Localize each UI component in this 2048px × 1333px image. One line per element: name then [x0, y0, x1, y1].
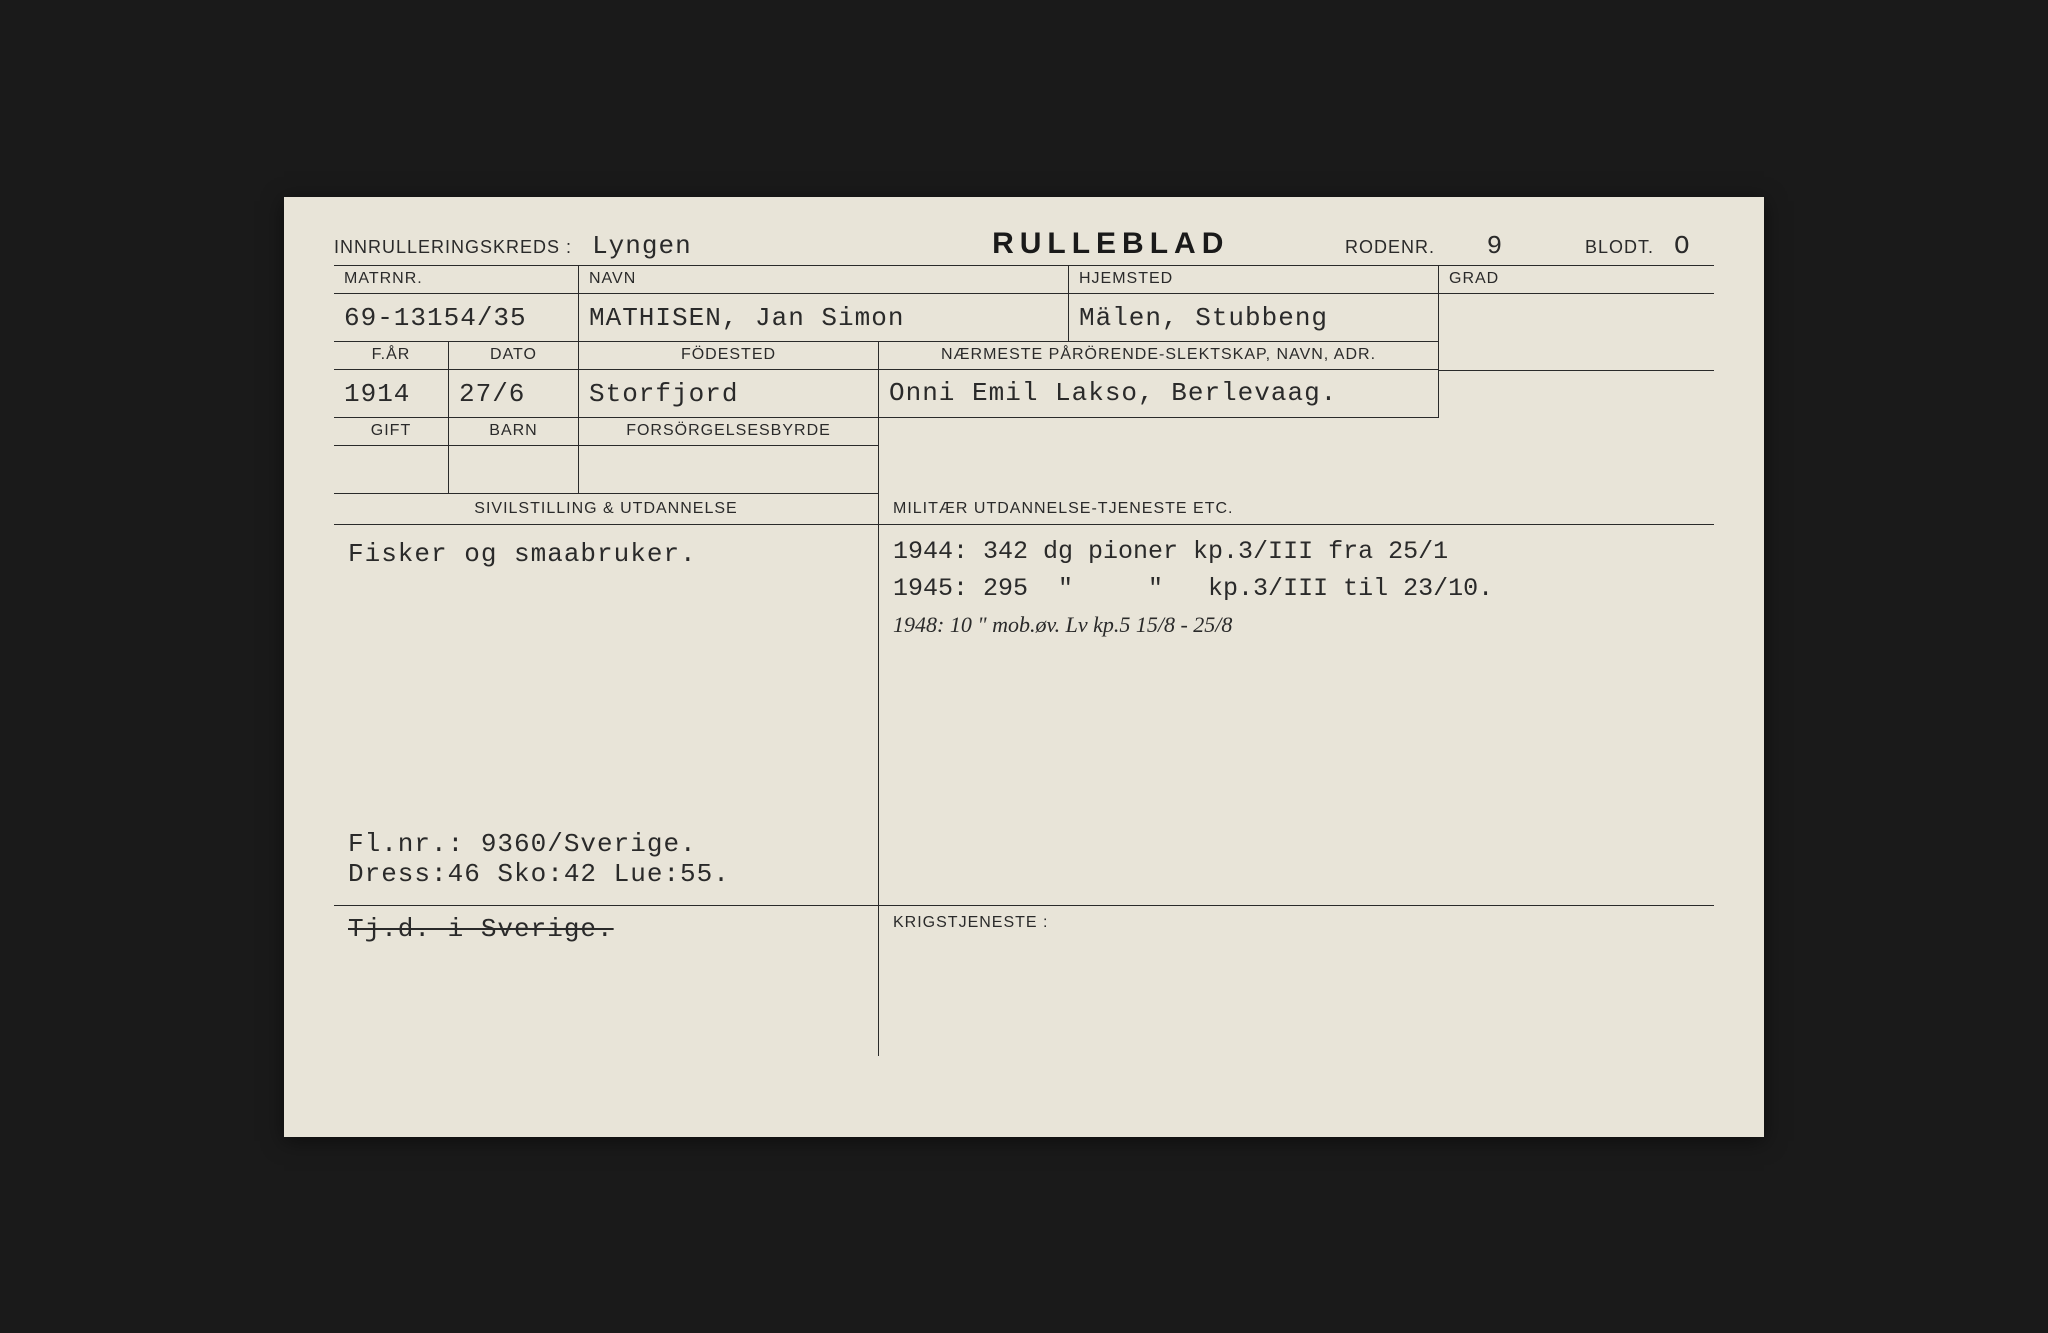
military-line2: 1945: 295 " " kp.3/III til 23/10. [893, 570, 1700, 608]
section-headers: SIVILSTILLING & UTDANNELSE MILITÆR UTDAN… [334, 494, 1714, 525]
hjemsted-label: HJEMSTED [1079, 270, 1173, 287]
hjemsted-value: Mälen, Stubbeng [1079, 303, 1328, 333]
parorende-value: Onni Emil Lakso, Berlevaag. [889, 378, 1337, 408]
krigstjeneste-label: KRIGSTJENESTE : [893, 914, 1048, 931]
innrulleringskreds-label: INNRULLERINGSKREDS : [334, 237, 572, 258]
civil-line2: Fl.nr.: 9360/Sverige. [348, 829, 864, 859]
civil-line1: Fisker og smaabruker. [348, 539, 864, 569]
row-birth: F.ÅR DATO FÖDESTED NÆRMESTE PÅRÖRENDE-SL… [334, 342, 1714, 494]
bottom-row: Tj.d. i Sverige. KRIGSTJENESTE : [334, 906, 1714, 1056]
rodenr-value: 9 [1465, 231, 1525, 261]
barn-label: BARN [489, 422, 537, 439]
military-line1: 1944: 342 dg pioner kp.3/III fra 25/1 [893, 533, 1700, 571]
military-line3: 1948: 10 " mob.øv. Lv kp.5 15/8 - 25/8 [893, 612, 1700, 638]
blodt-label: BLODT. [1585, 237, 1654, 258]
navn-label: NAVN [589, 270, 636, 287]
far-label: F.ÅR [372, 346, 411, 363]
grad-label: GRAD [1449, 270, 1499, 287]
fodested-label: FÖDESTED [681, 346, 776, 363]
fodested-value: Storfjord [589, 379, 738, 409]
rodenr-label: RODENR. [1345, 237, 1435, 258]
innrulleringskreds-value: Lyngen [592, 231, 852, 261]
civil-line3: Dress:46 Sko:42 Lue:55. [348, 859, 864, 889]
military-label: MILITÆR UTDANNELSE-TJENESTE ETC. [893, 500, 1233, 517]
gift-label: GIFT [371, 422, 411, 439]
far-value: 1914 [344, 379, 410, 409]
blodt-value: O [1674, 231, 1714, 261]
matrnr-label: MATRNR. [344, 270, 423, 287]
parorende-label: NÆRMESTE PÅRÖRENDE-SLEKTSKAP, NAVN, ADR. [941, 346, 1376, 363]
forsorg-label: FORSÖRGELSESBYRDE [626, 422, 831, 439]
matrnr-value: 69-13154/35 [344, 303, 527, 333]
main-content: Fisker og smaabruker. Fl.nr.: 9360/Sveri… [334, 525, 1714, 906]
record-card: INNRULLERINGSKREDS : Lyngen RULLEBLAD RO… [284, 197, 1764, 1137]
civil-label: SIVILSTILLING & UTDANNELSE [474, 500, 737, 517]
header-row: INNRULLERINGSKREDS : Lyngen RULLEBLAD RO… [334, 227, 1714, 266]
dato-label: DATO [490, 346, 537, 363]
row-identity: MATRNR. NAVN HJEMSTED GRAD 69-13154/35 M… [334, 266, 1714, 342]
document-title: RULLEBLAD [992, 227, 1229, 261]
bottom-left: Tj.d. i Sverige. [348, 914, 614, 944]
dato-value: 27/6 [459, 379, 525, 409]
navn-value: MATHISEN, Jan Simon [589, 303, 904, 333]
